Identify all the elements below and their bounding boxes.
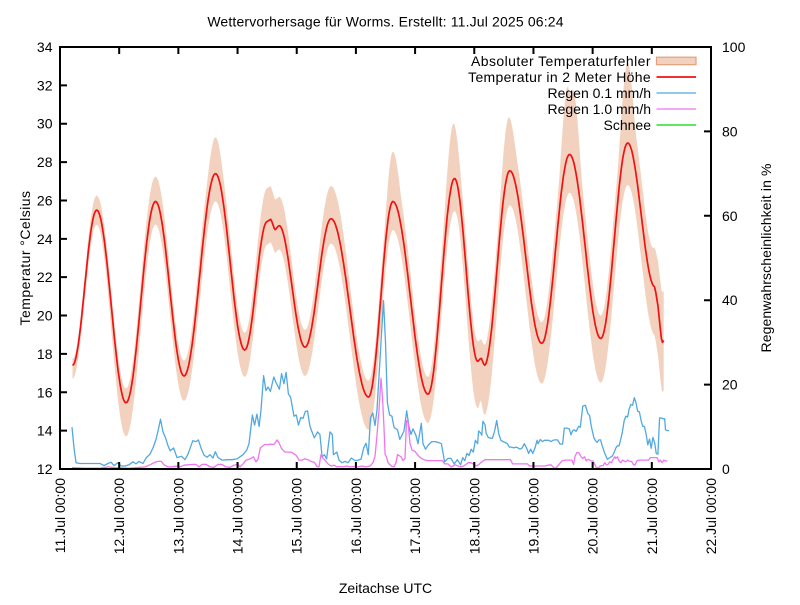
svg-text:Absoluter Temperaturfehler: Absoluter Temperaturfehler xyxy=(471,53,651,69)
svg-text:34: 34 xyxy=(37,39,53,55)
svg-text:26: 26 xyxy=(37,193,53,209)
svg-text:Zeitachse UTC: Zeitachse UTC xyxy=(339,580,432,596)
svg-text:19.Jul 00:00: 19.Jul 00:00 xyxy=(526,478,542,554)
svg-text:80: 80 xyxy=(722,123,738,139)
svg-text:18.Jul 00:00: 18.Jul 00:00 xyxy=(466,478,482,554)
svg-text:18: 18 xyxy=(37,346,53,362)
svg-text:21.Jul 00:00: 21.Jul 00:00 xyxy=(644,478,660,554)
svg-text:20.Jul 00:00: 20.Jul 00:00 xyxy=(585,478,601,554)
svg-text:12.Jul 00:00: 12.Jul 00:00 xyxy=(111,478,127,554)
svg-text:Schnee: Schnee xyxy=(604,117,652,133)
svg-text:30: 30 xyxy=(37,116,53,132)
svg-text:24: 24 xyxy=(37,231,53,247)
svg-text:60: 60 xyxy=(722,208,738,224)
svg-text:22.Jul 00:00: 22.Jul 00:00 xyxy=(703,478,719,554)
svg-text:Temperatur °Celsius: Temperatur °Celsius xyxy=(17,191,33,326)
svg-text:16.Jul 00:00: 16.Jul 00:00 xyxy=(348,478,364,554)
svg-text:16: 16 xyxy=(37,384,53,400)
svg-text:15.Jul 00:00: 15.Jul 00:00 xyxy=(289,478,305,554)
svg-text:0: 0 xyxy=(722,461,730,477)
svg-text:100: 100 xyxy=(722,39,746,55)
svg-text:Regenwahrscheinlichkeit in %: Regenwahrscheinlichkeit in % xyxy=(758,163,774,352)
svg-text:11.Jul 00:00: 11.Jul 00:00 xyxy=(52,478,68,553)
svg-text:20: 20 xyxy=(37,308,53,324)
svg-text:20: 20 xyxy=(722,377,738,393)
svg-text:Regen 1.0 mm/h: Regen 1.0 mm/h xyxy=(548,101,652,117)
svg-text:32: 32 xyxy=(37,77,53,93)
svg-text:28: 28 xyxy=(37,154,53,170)
svg-text:14: 14 xyxy=(37,423,53,439)
svg-text:Wettervorhersage für Worms. Er: Wettervorhersage für Worms. Erstellt: 11… xyxy=(207,14,563,30)
svg-text:12: 12 xyxy=(37,461,53,477)
svg-text:22: 22 xyxy=(37,269,53,285)
svg-text:14.Jul 00:00: 14.Jul 00:00 xyxy=(230,478,246,554)
svg-text:Regen 0.1 mm/h: Regen 0.1 mm/h xyxy=(548,85,652,101)
svg-text:Temperatur in 2 Meter Höhe: Temperatur in 2 Meter Höhe xyxy=(468,69,651,85)
svg-text:40: 40 xyxy=(722,292,738,308)
svg-text:13.Jul 00:00: 13.Jul 00:00 xyxy=(170,478,186,554)
svg-text:17.Jul 00:00: 17.Jul 00:00 xyxy=(407,478,423,554)
